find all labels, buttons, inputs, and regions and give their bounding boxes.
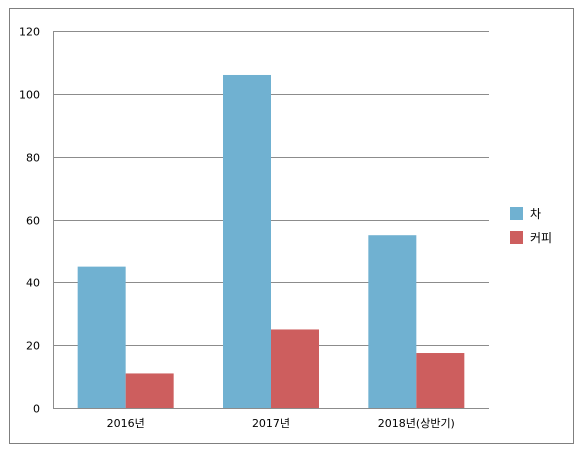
legend-label: 커피 [530,231,552,245]
y-tick-label: 40 [26,277,40,290]
bar [416,353,465,408]
x-tick-label: 2018년(상반기) [378,417,455,430]
x-tick-label: 2017년 [252,417,290,430]
x-tick-label: 2016년 [107,417,145,430]
legend-swatch [510,231,523,244]
legend-label: 차 [530,207,541,221]
legend-swatch [510,207,523,220]
y-tick-label: 60 [26,215,40,228]
bar [271,329,319,408]
bar [223,74,271,408]
y-tick-label: 80 [26,152,40,165]
y-tick-label: 0 [33,403,40,416]
y-tick-label: 20 [26,340,40,353]
bar [125,373,174,408]
bar [77,266,126,408]
y-tick-label: 100 [19,89,40,102]
bar [368,235,417,408]
y-tick-label: 120 [19,26,40,39]
